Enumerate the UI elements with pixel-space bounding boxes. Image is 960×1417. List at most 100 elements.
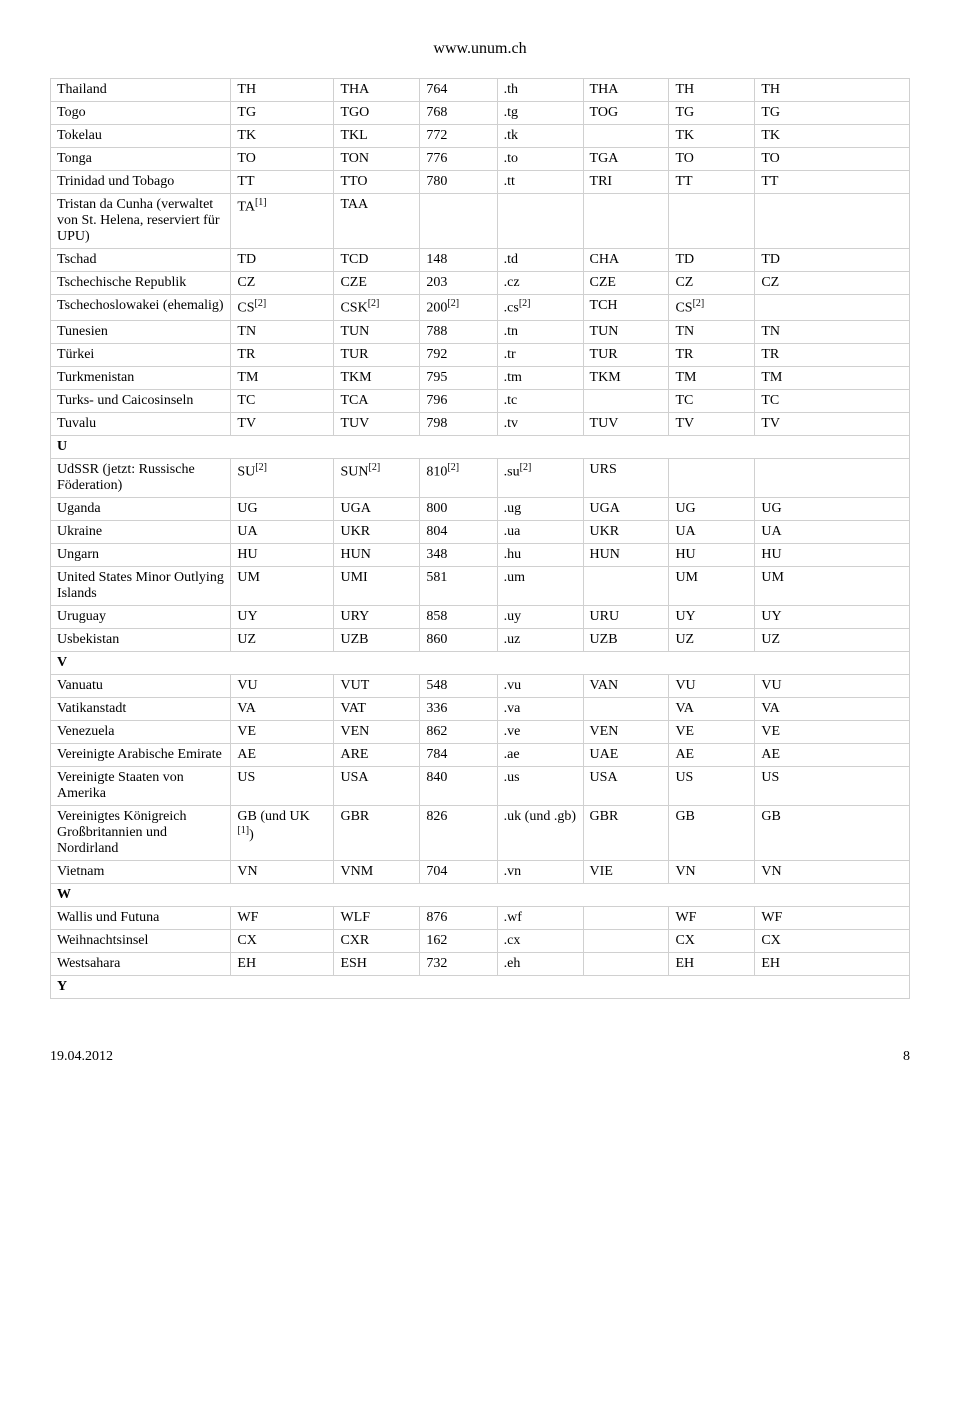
table-cell: TK bbox=[755, 125, 910, 148]
table-cell: .tr bbox=[497, 343, 583, 366]
table-cell: UMI bbox=[334, 566, 420, 605]
table-cell: VA bbox=[669, 697, 755, 720]
table-cell: VU bbox=[669, 674, 755, 697]
table-cell: 795 bbox=[420, 366, 497, 389]
table-cell: UZB bbox=[583, 628, 669, 651]
table-cell bbox=[755, 295, 910, 321]
table-row: TschadTDTCD148.tdCHATDTD bbox=[51, 249, 910, 272]
table-cell: VIE bbox=[583, 860, 669, 883]
table-cell: TAA bbox=[334, 194, 420, 249]
table-cell: 862 bbox=[420, 720, 497, 743]
table-cell: VN bbox=[669, 860, 755, 883]
table-cell: WF bbox=[755, 906, 910, 929]
table-cell: VNM bbox=[334, 860, 420, 883]
table-cell: VN bbox=[231, 860, 334, 883]
table-cell: HU bbox=[669, 543, 755, 566]
section-header-cell: V bbox=[51, 651, 910, 674]
table-row: ThailandTHTHA764.thTHATHTH bbox=[51, 79, 910, 102]
table-cell: TG bbox=[231, 102, 334, 125]
table-cell: UG bbox=[755, 497, 910, 520]
table-row: V bbox=[51, 651, 910, 674]
table-cell bbox=[583, 566, 669, 605]
table-cell: TUR bbox=[334, 343, 420, 366]
table-row: VietnamVNVNM704.vnVIEVNVN bbox=[51, 860, 910, 883]
table-cell: TCD bbox=[334, 249, 420, 272]
table-cell: Vatikanstadt bbox=[51, 697, 231, 720]
table-cell: CX bbox=[755, 929, 910, 952]
table-cell: US bbox=[231, 766, 334, 805]
table-cell: TH bbox=[669, 79, 755, 102]
table-row: Trinidad und TobagoTTTTO780.ttTRITTTT bbox=[51, 171, 910, 194]
table-cell: ESH bbox=[334, 952, 420, 975]
table-cell: VE bbox=[231, 720, 334, 743]
table-cell: UA bbox=[669, 520, 755, 543]
table-row: VanuatuVUVUT548.vuVANVUVU bbox=[51, 674, 910, 697]
table-cell: Vereinigte Staaten von Amerika bbox=[51, 766, 231, 805]
table-cell: VA bbox=[231, 697, 334, 720]
table-cell: .tn bbox=[497, 320, 583, 343]
table-cell: EH bbox=[669, 952, 755, 975]
table-cell bbox=[583, 389, 669, 412]
table-cell: Ungarn bbox=[51, 543, 231, 566]
table-cell: UKR bbox=[334, 520, 420, 543]
table-cell: Tschechoslowakei (ehemalig) bbox=[51, 295, 231, 321]
table-cell: EH bbox=[231, 952, 334, 975]
table-cell: Tschechische Republik bbox=[51, 272, 231, 295]
table-row: TuvaluTVTUV798.tvTUVTVTV bbox=[51, 412, 910, 435]
table-cell bbox=[583, 125, 669, 148]
table-cell: URS bbox=[583, 458, 669, 497]
table-cell: VN bbox=[755, 860, 910, 883]
table-row: VatikanstadtVAVAT336.vaVAVA bbox=[51, 697, 910, 720]
table-cell: .vu bbox=[497, 674, 583, 697]
table-cell: UZ bbox=[669, 628, 755, 651]
table-cell: VE bbox=[755, 720, 910, 743]
table-cell: US bbox=[755, 766, 910, 805]
table-cell: 148 bbox=[420, 249, 497, 272]
table-cell: 858 bbox=[420, 605, 497, 628]
table-cell: TV bbox=[231, 412, 334, 435]
table-cell: WF bbox=[669, 906, 755, 929]
table-cell: 810[2] bbox=[420, 458, 497, 497]
table-cell: CX bbox=[231, 929, 334, 952]
table-row: WestsaharaEHESH732.ehEHEH bbox=[51, 952, 910, 975]
table-cell: 203 bbox=[420, 272, 497, 295]
table-row: TongaTOTON776.toTGATOTO bbox=[51, 148, 910, 171]
table-cell: Tonga bbox=[51, 148, 231, 171]
table-cell: HUN bbox=[583, 543, 669, 566]
table-cell bbox=[755, 458, 910, 497]
table-cell: TC bbox=[669, 389, 755, 412]
table-cell: GB bbox=[755, 805, 910, 860]
table-cell: 804 bbox=[420, 520, 497, 543]
table-row: Vereinigte Arabische EmirateAEARE784.aeU… bbox=[51, 743, 910, 766]
table-cell: TV bbox=[755, 412, 910, 435]
table-cell: Türkei bbox=[51, 343, 231, 366]
table-cell: Wallis und Futuna bbox=[51, 906, 231, 929]
table-cell: TM bbox=[669, 366, 755, 389]
footer-page-number: 8 bbox=[903, 1049, 910, 1065]
table-cell: .tv bbox=[497, 412, 583, 435]
table-row: Y bbox=[51, 975, 910, 998]
table-cell: GB (und UK [1]) bbox=[231, 805, 334, 860]
table-cell: TG bbox=[755, 102, 910, 125]
table-cell: UM bbox=[231, 566, 334, 605]
table-cell: .hu bbox=[497, 543, 583, 566]
table-cell: TN bbox=[231, 320, 334, 343]
table-cell: 798 bbox=[420, 412, 497, 435]
table-cell: GBR bbox=[583, 805, 669, 860]
table-cell: TUN bbox=[334, 320, 420, 343]
table-cell: .tt bbox=[497, 171, 583, 194]
table-row: TogoTGTGO768.tgTOGTGTG bbox=[51, 102, 910, 125]
table-cell: TCA bbox=[334, 389, 420, 412]
table-cell: .tc bbox=[497, 389, 583, 412]
table-cell: TO bbox=[755, 148, 910, 171]
table-cell: UG bbox=[669, 497, 755, 520]
table-cell: 826 bbox=[420, 805, 497, 860]
table-row: U bbox=[51, 435, 910, 458]
table-cell: .tk bbox=[497, 125, 583, 148]
table-cell: TGO bbox=[334, 102, 420, 125]
table-cell: .su[2] bbox=[497, 458, 583, 497]
table-cell: THA bbox=[583, 79, 669, 102]
table-cell: .us bbox=[497, 766, 583, 805]
table-cell: VEN bbox=[334, 720, 420, 743]
table-cell: 336 bbox=[420, 697, 497, 720]
